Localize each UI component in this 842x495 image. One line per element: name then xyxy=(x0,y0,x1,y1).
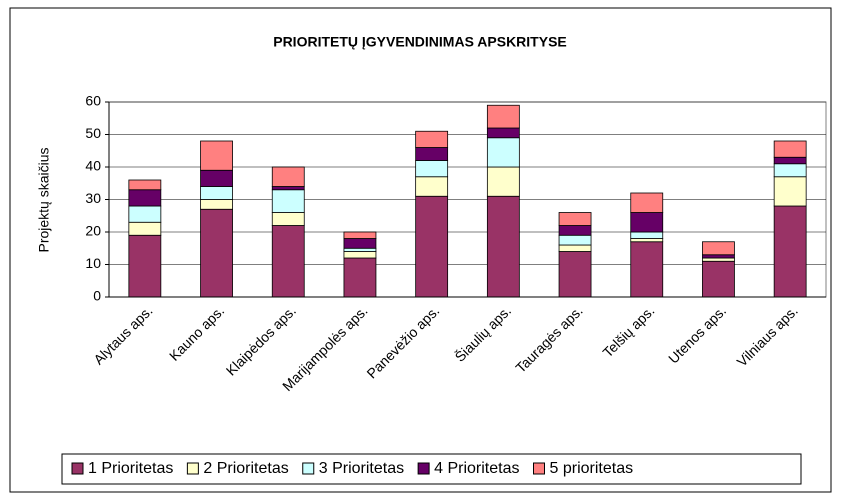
bar-segment xyxy=(630,212,664,233)
y-tick-label: 10 xyxy=(85,255,101,271)
y-tick-label: 20 xyxy=(85,223,101,239)
bar-segment xyxy=(558,251,592,298)
bar-segment xyxy=(200,140,233,171)
bar-segment xyxy=(271,186,305,191)
bar-segment xyxy=(558,212,592,226)
bar-segment xyxy=(415,195,449,298)
bar-segment xyxy=(630,192,664,213)
bar-segment xyxy=(486,127,520,139)
chart-title: PRIORITETŲ ĮGYVENDINIMAS APSKRITYSE xyxy=(273,34,567,50)
legend-label: 5 prioritetas xyxy=(550,460,634,477)
bar-segment xyxy=(558,234,592,246)
legend-label: 4 Prioritetas xyxy=(434,460,519,477)
y-tick-label: 60 xyxy=(85,93,101,109)
bar-segment xyxy=(558,225,592,236)
bar-segment xyxy=(415,130,449,148)
bar-segment xyxy=(128,234,162,298)
bar-segment xyxy=(702,241,735,256)
bar-segment xyxy=(773,176,807,207)
bar-segment xyxy=(773,205,807,298)
bar-segment xyxy=(773,163,807,178)
bar-segment xyxy=(486,104,520,129)
bar-segment xyxy=(128,221,162,236)
bar-segment xyxy=(558,244,592,252)
bar-segment xyxy=(343,251,377,259)
bar-segment xyxy=(200,208,233,298)
bar-segment xyxy=(343,238,377,249)
bar-segment xyxy=(415,176,449,197)
bar-segment xyxy=(200,199,233,210)
bar-segment xyxy=(486,166,520,197)
y-tick-label: 50 xyxy=(85,125,101,141)
bar-segment xyxy=(343,231,377,239)
bar-segment xyxy=(271,166,305,187)
legend-swatch xyxy=(186,462,199,475)
y-axis-label: Projektų skaičius xyxy=(36,147,52,252)
bar-segment xyxy=(773,156,807,165)
bar-segment xyxy=(271,212,305,226)
bar-segment xyxy=(128,205,162,223)
bar-segment xyxy=(702,260,735,298)
bar-segment xyxy=(128,179,162,191)
bar-segment xyxy=(702,254,735,259)
bar-segment xyxy=(415,160,449,178)
bar-segment xyxy=(128,189,162,207)
bar-segment xyxy=(630,238,664,243)
y-tick-label: 0 xyxy=(93,288,101,304)
legend-label: 2 Prioritetas xyxy=(203,460,288,477)
bar-segment xyxy=(343,257,377,298)
bar-segment xyxy=(271,189,305,213)
legend-swatch xyxy=(71,462,84,475)
y-tick-label: 30 xyxy=(85,190,101,206)
bar-segment xyxy=(200,186,233,200)
bar-segment xyxy=(630,241,664,298)
legend-swatch xyxy=(302,462,315,475)
legend-swatch xyxy=(533,462,545,475)
legend-box xyxy=(61,453,802,485)
legend-label: 3 Prioritetas xyxy=(319,460,404,477)
bar-segment xyxy=(486,195,520,298)
legend-swatch xyxy=(417,462,430,475)
bar-segment xyxy=(702,257,735,262)
bar-segment xyxy=(486,137,520,168)
bar-segment xyxy=(630,231,664,239)
bar-segment xyxy=(343,247,377,252)
bar-segment xyxy=(200,169,233,187)
legend-label: 1 Prioritetas xyxy=(88,460,173,477)
bar-segment xyxy=(415,147,449,161)
bar-segment xyxy=(271,225,305,298)
bar-segment xyxy=(773,140,807,158)
y-tick-label: 40 xyxy=(85,158,101,174)
